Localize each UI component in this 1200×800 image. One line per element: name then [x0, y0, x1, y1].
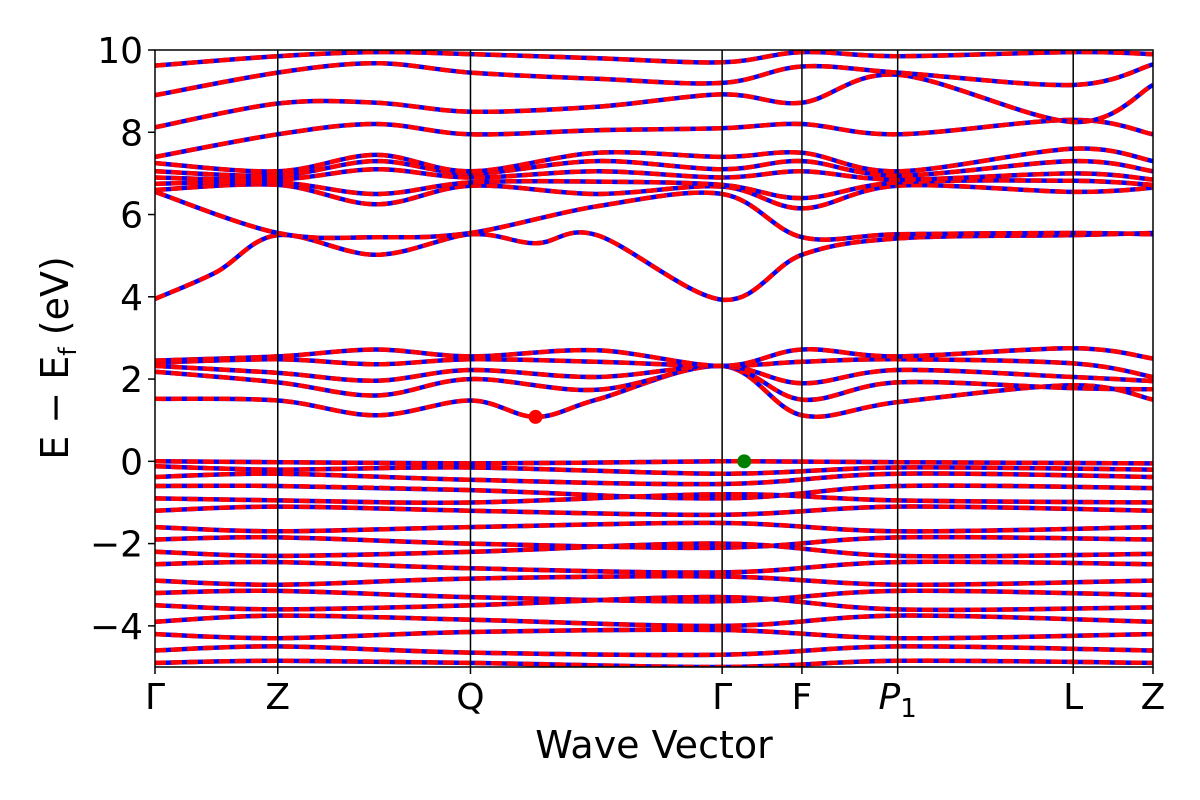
x-tick-label-main: P	[879, 677, 901, 718]
cbm-marker	[528, 409, 543, 424]
y-axis-label-unit: (eV)	[33, 256, 77, 347]
x-tick-label: L	[1063, 677, 1083, 718]
x-tick-label: Γ	[145, 677, 165, 718]
vbm-marker	[737, 454, 752, 469]
band-line-spin-up-12	[155, 117, 1153, 160]
y-tick-label: −2	[90, 525, 143, 566]
x-tick-label: Γ	[712, 677, 732, 718]
band-line-spin-up-0	[155, 363, 1153, 420]
band-line-spin-up-15	[155, 50, 1153, 68]
y-tick-label: 10	[97, 31, 143, 72]
y-tick-label: 0	[120, 442, 143, 483]
high-symmetry-lines	[277, 50, 1074, 667]
x-tick-label-main: Γ	[145, 677, 165, 718]
band-line-spin-up-8	[155, 178, 1153, 201]
x-tick-label-main: Q	[456, 677, 484, 718]
x-tick-label: P1	[879, 677, 917, 724]
x-tick-label-main: L	[1063, 677, 1083, 718]
y-tick-label: 6	[120, 196, 143, 237]
y-tick-label: 4	[120, 278, 143, 319]
y-axis-label: E − Ef (eV)	[33, 256, 82, 460]
y-axis-label-main: E − E	[33, 356, 77, 460]
y-axis-label-sub: f	[54, 347, 82, 356]
band-line-spin-up-1	[155, 363, 1153, 403]
band-line-spin-up-11	[155, 146, 1153, 174]
band-line-spin-up-13	[155, 72, 1153, 130]
band-line-spin-up-4	[155, 345, 1153, 369]
x-tick-label: F	[792, 677, 813, 718]
x-tick-label: Z	[265, 677, 290, 718]
y-axis-ticks: −4 −2 0 2 4 6 8 10	[90, 31, 155, 648]
y-tick-label: −4	[90, 607, 143, 648]
x-axis-ticks: Γ Z Q Γ F P1 L Z	[145, 667, 1165, 724]
x-tick-label-main: F	[792, 677, 813, 718]
x-tick-label: Q	[456, 677, 484, 718]
band-line-spin-up-10	[155, 158, 1153, 179]
band-line-spin-up-6	[155, 189, 1153, 242]
band-line-spin-up-3	[155, 356, 1153, 380]
plot-frame	[154, 49, 1154, 668]
band-line-spin-up-14	[155, 60, 1153, 98]
x-tick-label-sub: 1	[900, 694, 917, 724]
x-tick-label-main: Z	[1141, 677, 1166, 718]
x-tick-label: Z	[1141, 677, 1166, 718]
x-tick-label-main: Z	[265, 677, 290, 718]
y-tick-label: 8	[120, 113, 143, 154]
extremum-markers	[528, 409, 752, 469]
band-line-spin-up-9	[155, 167, 1153, 183]
x-tick-label-main: Γ	[712, 677, 732, 718]
band-line-spin-up-5	[155, 230, 1153, 302]
band-line-spin-up-7	[155, 182, 1153, 211]
band-line-spin-up-2	[155, 363, 1153, 386]
y-tick-label: 2	[120, 360, 143, 401]
x-axis-label: Wave Vector	[535, 723, 773, 767]
